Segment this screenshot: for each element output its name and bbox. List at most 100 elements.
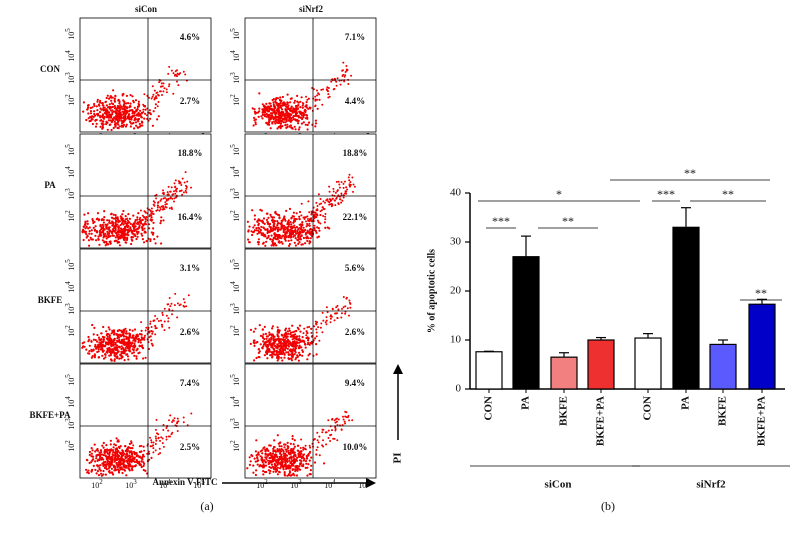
event-dot xyxy=(341,75,344,77)
event-dot xyxy=(160,82,163,85)
quadrant-percent: 2.5% xyxy=(180,442,200,452)
event-dot xyxy=(97,474,101,477)
event-dot xyxy=(86,104,90,107)
event-dot xyxy=(111,96,114,99)
event-dot xyxy=(304,242,307,245)
event-dot xyxy=(290,113,293,116)
event-cloud xyxy=(85,412,193,477)
event-dot xyxy=(165,435,168,438)
event-dot xyxy=(162,424,165,426)
event-dot xyxy=(90,455,93,458)
event-dot xyxy=(285,118,288,121)
event-dot xyxy=(172,419,175,422)
event-dot xyxy=(141,238,144,241)
event-dot xyxy=(290,359,294,362)
event-dot xyxy=(182,298,185,301)
event-dot xyxy=(174,179,177,182)
event-dot xyxy=(150,97,153,100)
event-dot xyxy=(296,326,299,329)
event-dot xyxy=(168,297,171,299)
x-tick-label: BKFE xyxy=(558,396,570,426)
event-dot xyxy=(303,327,306,330)
y-tick-label: 102 xyxy=(229,210,241,222)
event-dot xyxy=(276,347,279,350)
event-dot xyxy=(293,335,296,338)
event-dot xyxy=(154,435,157,438)
event-dot xyxy=(157,204,160,207)
event-dot xyxy=(271,98,274,102)
event-dot xyxy=(118,466,121,469)
event-dot xyxy=(181,193,184,196)
event-dot xyxy=(308,224,311,227)
y-tick-label: 102 xyxy=(64,210,76,222)
event-dot xyxy=(161,314,164,316)
event-dot xyxy=(291,331,295,334)
event-dot xyxy=(105,96,108,100)
event-dot xyxy=(260,115,263,118)
event-dot xyxy=(267,110,271,113)
event-dot xyxy=(84,227,87,230)
y-tick-base: 10 xyxy=(67,76,76,84)
event-dot xyxy=(287,344,290,347)
event-dot xyxy=(133,233,136,236)
event-dot xyxy=(300,226,303,229)
event-dot xyxy=(285,112,288,115)
y-tick-exponent: 2 xyxy=(229,94,237,98)
event-dot xyxy=(96,100,99,103)
event-dot xyxy=(115,348,118,351)
event-dot xyxy=(184,171,187,174)
event-dot xyxy=(122,352,125,355)
event-dot xyxy=(277,450,280,453)
y-tick-label: 105 xyxy=(64,259,76,271)
y-tick-exponent: 2 xyxy=(229,440,237,444)
event-dot xyxy=(336,317,339,319)
event-dot xyxy=(253,224,256,227)
event-dot xyxy=(142,111,145,113)
event-dot xyxy=(341,199,344,202)
event-dot xyxy=(268,113,271,116)
event-dot xyxy=(130,230,133,234)
event-dot xyxy=(272,347,276,351)
event-dot xyxy=(268,341,271,344)
event-dot xyxy=(270,338,273,341)
event-dot xyxy=(335,80,338,83)
event-dot xyxy=(106,110,109,113)
event-dot xyxy=(262,333,265,336)
event-dot xyxy=(177,420,180,423)
row-label: BKFE xyxy=(38,295,63,305)
event-dot xyxy=(256,220,259,223)
event-dot xyxy=(298,110,301,113)
event-dot xyxy=(298,230,301,233)
event-dot xyxy=(88,244,91,247)
event-dot xyxy=(118,346,121,349)
event-dot xyxy=(150,210,153,213)
event-dot xyxy=(337,308,340,311)
event-dot xyxy=(138,344,141,347)
event-dot xyxy=(251,209,254,212)
event-dot xyxy=(141,456,144,459)
y-tick-exponent: 4 xyxy=(64,281,72,285)
y-tick-exponent: 5 xyxy=(229,259,237,263)
event-dot xyxy=(257,348,260,351)
event-dot xyxy=(304,444,307,447)
event-dot xyxy=(135,357,138,360)
event-dot xyxy=(108,471,112,474)
event-dot xyxy=(254,450,257,453)
y-tick-label: 30 xyxy=(450,236,462,248)
event-dot xyxy=(142,108,145,111)
event-dot xyxy=(308,343,311,346)
event-dot xyxy=(317,326,320,329)
event-dot xyxy=(256,241,260,244)
event-dot xyxy=(295,218,298,221)
event-dot xyxy=(317,235,320,238)
event-dot xyxy=(162,82,165,85)
event-dot xyxy=(339,83,342,86)
event-dot xyxy=(143,93,146,96)
event-dot xyxy=(116,329,120,332)
event-dot xyxy=(271,327,274,330)
event-dot xyxy=(298,232,302,235)
event-dot xyxy=(127,113,131,116)
event-dot xyxy=(183,181,186,184)
event-dot xyxy=(180,189,183,192)
event-dot xyxy=(280,458,283,461)
